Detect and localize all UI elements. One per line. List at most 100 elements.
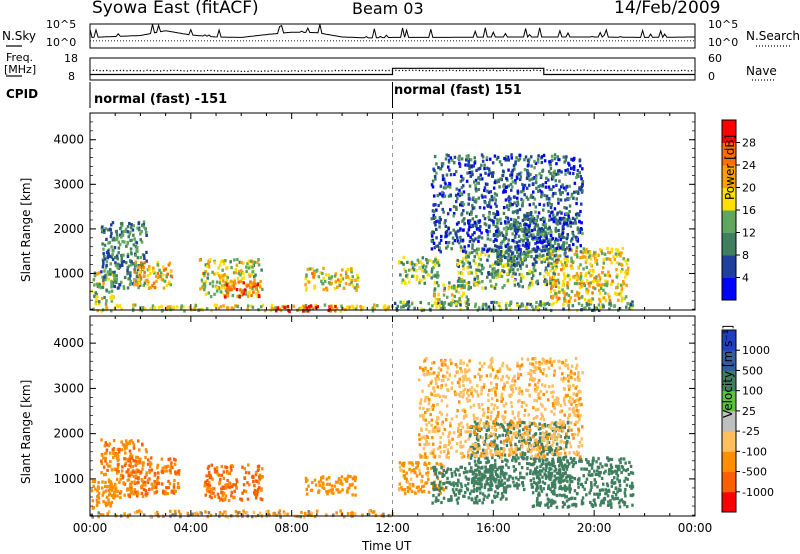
velocity-cell xyxy=(208,490,211,494)
velocity-cell xyxy=(304,511,307,515)
velocity-cell xyxy=(410,489,414,493)
velocity-cell xyxy=(145,473,148,477)
velocity-cell xyxy=(100,461,104,466)
power-cell xyxy=(614,291,617,295)
power-cell xyxy=(415,262,418,267)
velocity-cell xyxy=(347,474,350,478)
power-cell xyxy=(456,262,459,266)
power-cell xyxy=(492,220,495,224)
power-cell xyxy=(459,227,462,231)
power-cell xyxy=(441,174,445,178)
power-cell xyxy=(475,198,478,202)
velocity-cell xyxy=(140,510,143,514)
velocity-cell xyxy=(155,482,159,486)
velocity-cell xyxy=(451,488,455,492)
power-cell xyxy=(482,302,485,306)
power-cell xyxy=(548,201,551,205)
power-cell xyxy=(245,284,249,288)
power-cell xyxy=(474,302,477,306)
power-cell xyxy=(248,264,252,268)
velocity-cell xyxy=(97,481,100,485)
power-cell xyxy=(468,184,472,188)
power-cell xyxy=(129,226,133,230)
velocity-cell xyxy=(220,497,223,501)
velocity-cell xyxy=(136,510,139,514)
power-cell xyxy=(493,196,496,200)
freq-point xyxy=(395,69,397,72)
power-cell xyxy=(116,304,120,309)
velocity-cell xyxy=(219,478,222,482)
velocity-cell xyxy=(618,458,621,462)
power-cell xyxy=(541,216,545,220)
power-cell xyxy=(253,282,256,286)
power-cell xyxy=(531,283,534,287)
power-cell xyxy=(479,258,483,262)
velocity-cell xyxy=(505,443,509,447)
power-cell xyxy=(480,236,484,240)
velocity-cell xyxy=(345,479,349,483)
power-cell xyxy=(545,244,548,248)
power-cell xyxy=(441,177,445,182)
velocity-cell xyxy=(353,512,357,516)
velocity-cell xyxy=(487,470,490,474)
power-cell xyxy=(554,226,558,230)
velocity-cell xyxy=(208,473,211,477)
velocity-cell xyxy=(455,487,458,492)
power-cell xyxy=(550,203,553,207)
freq-point xyxy=(381,69,384,72)
power-cell xyxy=(550,154,554,158)
power-cell xyxy=(524,306,528,310)
power-cell xyxy=(575,201,578,206)
freq-point xyxy=(435,70,437,72)
velocity-cell xyxy=(504,488,508,492)
freq-point xyxy=(546,69,548,71)
velocity-cell xyxy=(521,420,524,424)
power-cell xyxy=(533,159,536,163)
power-cell xyxy=(425,265,428,269)
power-cell xyxy=(116,262,120,266)
power-cell xyxy=(224,259,227,263)
power-cell xyxy=(588,250,591,255)
velocity-cell xyxy=(547,486,550,490)
power-cell xyxy=(333,274,337,278)
power-cell xyxy=(495,229,499,233)
power-cell xyxy=(536,160,540,164)
power-colorbar-swatch xyxy=(722,187,736,211)
velocity-cell xyxy=(235,480,239,484)
velocity-cell xyxy=(487,428,490,432)
power-cell xyxy=(236,294,239,298)
velocity-cell xyxy=(505,458,508,462)
power-cell xyxy=(492,186,496,190)
power-cell xyxy=(431,239,434,244)
power-cell xyxy=(239,288,242,292)
velocity-cell xyxy=(548,448,551,452)
power-cell xyxy=(94,297,98,302)
velocity-cell xyxy=(541,475,544,479)
power-cell xyxy=(525,217,528,221)
velocity-cell xyxy=(518,439,521,444)
velocity-cell xyxy=(494,447,497,451)
power-cell xyxy=(505,158,508,162)
power-cell xyxy=(95,272,99,276)
power-cell xyxy=(134,303,137,307)
power-cell xyxy=(315,268,319,272)
power-cell xyxy=(123,275,127,280)
velocity-cell xyxy=(519,475,522,479)
power-cell xyxy=(587,271,591,275)
power-cell xyxy=(620,287,624,291)
velocity-cell xyxy=(503,453,507,457)
velocity-cell xyxy=(483,474,486,478)
velocity-cell xyxy=(318,483,322,488)
power-cell xyxy=(521,285,524,289)
power-cell xyxy=(437,284,440,288)
power-cell xyxy=(489,279,492,283)
power-cell xyxy=(98,302,101,306)
velocity-cell xyxy=(333,484,337,488)
power-cell xyxy=(382,305,386,309)
velocity-cell xyxy=(317,480,321,484)
velocity-cell xyxy=(499,440,503,444)
power-cell xyxy=(506,245,510,249)
velocity-cell xyxy=(113,467,116,471)
power-cell xyxy=(480,272,484,276)
velocity-cell xyxy=(137,469,140,474)
